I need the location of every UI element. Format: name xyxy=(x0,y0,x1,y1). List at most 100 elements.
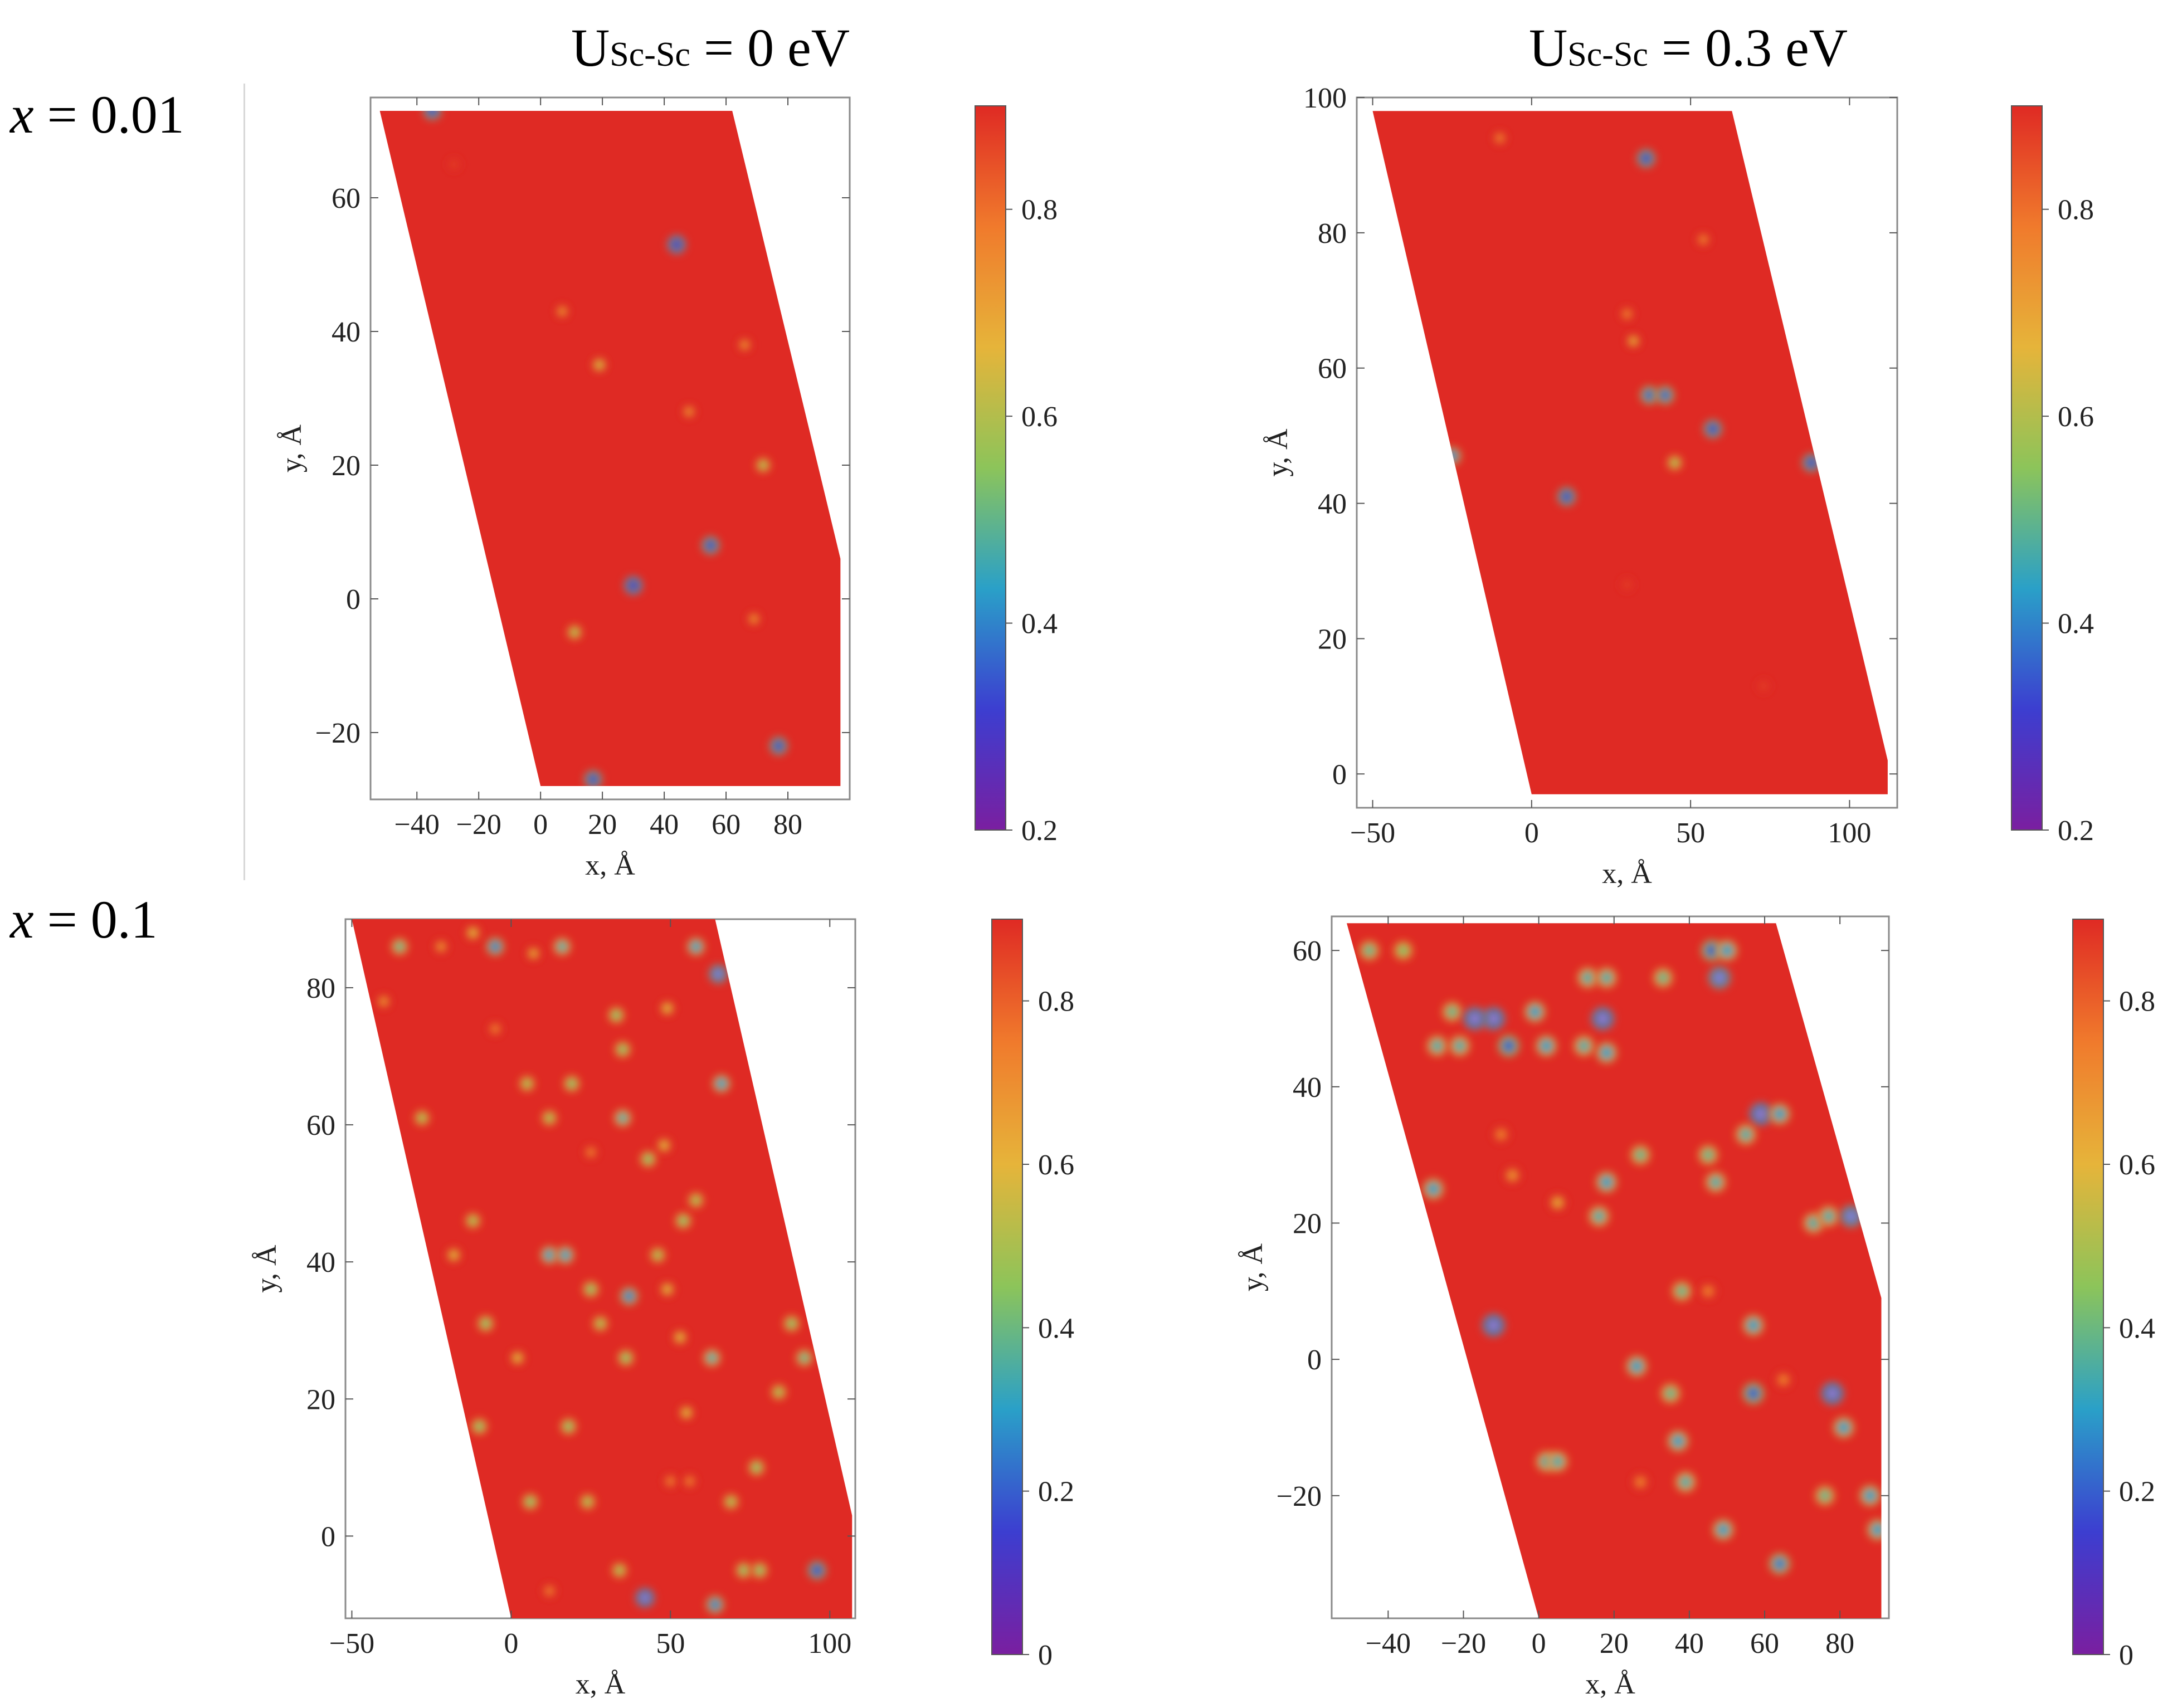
data-point-blob xyxy=(431,936,451,957)
heatmap-region xyxy=(1347,923,1882,1618)
data-point-blob xyxy=(1701,417,1725,441)
heatmap-panel-u0-x01: −50 0 50 100 0 20 40 60 80 x, Å y, Å 0 0.2 0.4 0.6 0.8 xyxy=(251,918,1074,1700)
data-point-blob xyxy=(622,574,645,597)
data-point-blob xyxy=(647,1245,668,1266)
y-tick-label: 100 xyxy=(1303,82,1347,114)
data-point-blob xyxy=(768,1382,790,1403)
data-point-blob xyxy=(654,1135,674,1155)
data-point-blob xyxy=(1618,575,1636,594)
colorbar-tick-label: 0.2 xyxy=(1038,1476,1074,1508)
y-tick-label: 20 xyxy=(1293,1208,1322,1239)
x-tick-label: 20 xyxy=(588,809,617,841)
y-tick-label: 60 xyxy=(306,1110,335,1141)
data-point-blob xyxy=(1446,1033,1473,1059)
data-point-blob xyxy=(475,1313,496,1334)
x-tick-label: 80 xyxy=(773,809,802,841)
data-point-blob xyxy=(1545,1448,1571,1475)
y-tick-label: 60 xyxy=(332,183,361,214)
data-point-blob xyxy=(389,936,411,958)
data-point-blob xyxy=(744,609,763,628)
data-point-blob xyxy=(1593,1169,1620,1195)
data-point-blob xyxy=(749,1560,771,1581)
data-point-blob xyxy=(538,1244,561,1266)
data-point-blob xyxy=(781,1313,802,1334)
data-point-blob xyxy=(1638,383,1661,407)
colorbar-tick-label: 0.6 xyxy=(2119,1149,2155,1181)
data-point-blob xyxy=(633,1585,657,1610)
data-point-blob xyxy=(577,1491,598,1512)
data-point-blob xyxy=(1575,965,1601,991)
data-point-blob xyxy=(720,1491,742,1512)
data-point-blob xyxy=(1665,1428,1691,1455)
y-tick-label: 0 xyxy=(346,584,361,616)
data-point-blob xyxy=(1439,999,1465,1024)
x-tick-label: −40 xyxy=(394,809,440,841)
y-tick-label: 0 xyxy=(1307,1344,1322,1376)
x-tick-label: 50 xyxy=(1676,817,1705,849)
data-point-blob xyxy=(554,1244,577,1266)
data-point-blob xyxy=(484,935,506,958)
x-axis-label: x, Å xyxy=(1585,1668,1635,1700)
data-point-blob xyxy=(1628,1142,1653,1168)
column-title-left: USc-Sc = 0 eV xyxy=(571,17,850,79)
data-point-blob xyxy=(523,943,543,964)
data-point-blob xyxy=(1623,1353,1650,1379)
data-point-blob xyxy=(1586,1203,1612,1229)
y-tick-label: 80 xyxy=(306,973,335,1004)
data-point-blob xyxy=(551,935,573,958)
data-point-blob xyxy=(685,935,707,958)
data-point-blob xyxy=(1830,1414,1857,1441)
x-tick-label: 60 xyxy=(1750,1628,1779,1660)
data-point-blob xyxy=(1714,937,1740,964)
colorbar-tick-label: 0.4 xyxy=(1038,1312,1074,1344)
data-point-blob xyxy=(558,1416,579,1437)
y-axis-label: y, Å xyxy=(251,1245,282,1293)
data-point-blob xyxy=(1356,938,1382,963)
x-tick-label: −50 xyxy=(1350,817,1395,849)
data-point-blob xyxy=(657,998,678,1018)
column-title-left-main: U xyxy=(571,18,610,77)
data-point-blob xyxy=(1658,1380,1683,1406)
data-point-blob xyxy=(1479,1311,1508,1340)
data-point-blob xyxy=(685,1189,707,1211)
data-point-blob xyxy=(485,1019,505,1038)
data-point-blob xyxy=(580,1278,602,1300)
x-tick-label: 0 xyxy=(504,1628,518,1660)
data-point-blob xyxy=(1733,1121,1759,1148)
colorbar-tick-label: 0.8 xyxy=(2058,194,2094,226)
data-point-blob xyxy=(1696,1142,1721,1168)
x-tick-label: 100 xyxy=(808,1628,851,1660)
data-point-blob xyxy=(1766,1550,1793,1577)
colorbar-tick-label: 0 xyxy=(2119,1639,2133,1671)
data-point-blob xyxy=(1740,1380,1767,1407)
data-point-blob xyxy=(469,1416,490,1437)
row-label-bottom-var: x xyxy=(10,890,34,949)
data-point-blob xyxy=(1495,1032,1522,1060)
data-point-blob xyxy=(670,1327,690,1348)
data-point-blob xyxy=(590,355,610,375)
data-point-blob xyxy=(462,923,483,943)
x-tick-label: 20 xyxy=(1600,1628,1629,1660)
data-point-blob xyxy=(561,1073,582,1095)
y-tick-label: 20 xyxy=(306,1384,335,1416)
data-point-blob xyxy=(676,1403,696,1423)
data-point-blob xyxy=(704,1593,727,1616)
data-point-blob xyxy=(1420,1175,1446,1202)
heatmap-blobs xyxy=(421,111,790,786)
row-label-top-rest: = 0.01 xyxy=(33,85,184,144)
data-point-blob xyxy=(519,1491,541,1512)
y-tick-label: 0 xyxy=(1332,759,1347,790)
data-point-blob xyxy=(411,1107,432,1129)
data-point-blob xyxy=(1694,230,1713,249)
x-tick-label: −50 xyxy=(329,1628,374,1660)
data-point-blob xyxy=(1812,1483,1838,1509)
data-point-blob xyxy=(609,1560,630,1581)
data-point-blob xyxy=(1740,1312,1767,1339)
colorbar-tick-label: 0.4 xyxy=(2058,608,2094,640)
data-point-blob xyxy=(733,1560,754,1581)
data-point-blob xyxy=(1490,1123,1513,1146)
data-point-blob xyxy=(637,1148,659,1170)
data-point-blob xyxy=(615,1347,637,1369)
y-tick-label: −20 xyxy=(315,718,361,749)
data-point-blob xyxy=(517,1073,538,1094)
